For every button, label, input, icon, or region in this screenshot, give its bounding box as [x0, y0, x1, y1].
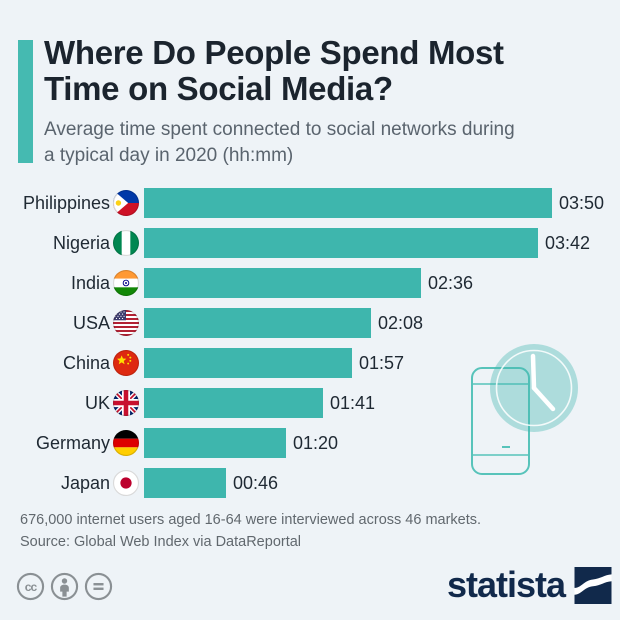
- country-label-us: USA: [72, 312, 110, 333]
- value-label-jp: 00:46: [233, 472, 279, 493]
- bar-ph: [144, 188, 552, 218]
- cc-icon: cc: [16, 572, 45, 601]
- in-flag-icon: [113, 270, 139, 296]
- bar-cn: [144, 348, 352, 378]
- country-label-jp: Japan: [60, 472, 110, 493]
- bar-us: [144, 308, 371, 338]
- subtitle-line-2: a typical day in 2020 (hh:mm): [44, 145, 294, 166]
- value-label-ph: 03:50: [559, 192, 605, 213]
- phone-clock-watermark: [471, 344, 578, 475]
- svg-text:cc: cc: [25, 580, 38, 594]
- ng-flag-icon: [113, 230, 139, 256]
- value-label-de: 01:20: [293, 432, 339, 453]
- de-flag-icon: [113, 430, 139, 456]
- value-label-us: 02:08: [378, 312, 424, 333]
- country-label-cn: China: [62, 352, 110, 373]
- title-accent-bar: [18, 40, 33, 163]
- statista-logo: statista: [447, 566, 612, 604]
- phone-icon: [471, 367, 530, 475]
- value-label-cn: 01:57: [359, 352, 405, 373]
- license-icons: cc: [16, 572, 113, 601]
- chart-row-cn: China 01:57: [0, 343, 620, 383]
- survey-note: 676,000 internet users aged 16-64 were i…: [20, 512, 482, 528]
- page-title: Where Do People Spend Most Time on Social…: [44, 35, 504, 107]
- bar-chart: Philippines 03:50 Nigeria 03:42 India 02:36 US…: [0, 183, 620, 503]
- bar-jp: [144, 468, 226, 498]
- bar-ng: [144, 228, 538, 258]
- statista-logo-text: statista: [446, 564, 566, 605]
- bar-in: [144, 268, 421, 298]
- country-label-in: India: [70, 272, 110, 293]
- ph-flag-icon: [113, 190, 139, 216]
- clock-icon: [490, 344, 578, 432]
- jp-flag-icon: [113, 470, 139, 496]
- bar-de: [144, 428, 286, 458]
- value-label-ng: 03:42: [545, 232, 591, 253]
- subtitle-line-1: Average time spent connected to social n…: [44, 119, 515, 140]
- title-line-2: Time on Social Media?: [44, 70, 393, 107]
- no-derivatives-icon: [84, 572, 113, 601]
- chart-row-ph: Philippines 03:50: [0, 183, 620, 223]
- country-label-de: Germany: [35, 432, 110, 453]
- us-flag-icon: [113, 310, 139, 336]
- cn-flag-icon: [113, 350, 139, 376]
- country-label-gb: UK: [84, 392, 110, 413]
- source-note: Source: Global Web Index via DataReporta…: [20, 534, 302, 550]
- title-line-1: Where Do People Spend Most: [44, 34, 504, 71]
- country-label-ph: Philippines: [22, 192, 110, 213]
- chart-row-gb: UK 01:41: [0, 383, 620, 423]
- chart-row-ng: Nigeria 03:42: [0, 223, 620, 263]
- chart-row-de: Germany 01:20: [0, 423, 620, 463]
- value-label-in: 02:36: [428, 272, 474, 293]
- country-label-ng: Nigeria: [52, 232, 110, 253]
- statista-logo-mark: [574, 566, 612, 604]
- chart-row-in: India 02:36: [0, 263, 620, 303]
- attribution-icon: [50, 572, 79, 601]
- gb-flag-icon: [113, 390, 139, 416]
- page-subtitle: Average time spent connected to social n…: [44, 117, 515, 169]
- value-label-gb: 01:41: [330, 392, 376, 413]
- chart-row-jp: Japan 00:46: [0, 463, 620, 503]
- chart-row-us: USA 02:08: [0, 303, 620, 343]
- footnote-block: 676,000 internet users aged 16-64 were i…: [20, 509, 481, 553]
- bar-gb: [144, 388, 323, 418]
